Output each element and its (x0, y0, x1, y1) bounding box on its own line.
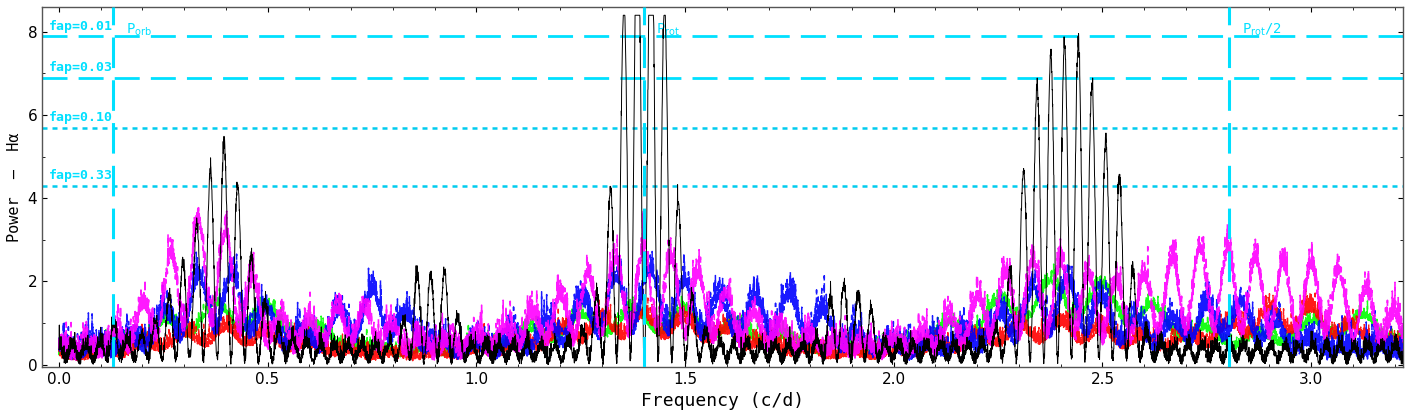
Y-axis label: Power  –  Hα: Power – Hα (7, 132, 23, 241)
Text: fap=0.33: fap=0.33 (49, 169, 113, 182)
Text: P$_{\mathsf{orb}}$: P$_{\mathsf{orb}}$ (125, 21, 152, 38)
X-axis label: Frequency (c/d): Frequency (c/d) (642, 392, 804, 410)
Text: fap=0.10: fap=0.10 (49, 111, 113, 124)
Text: fap=0.03: fap=0.03 (49, 61, 113, 74)
Text: fap=0.01: fap=0.01 (49, 20, 113, 33)
Text: P$_{\mathsf{rot}}$/2: P$_{\mathsf{rot}}$/2 (1242, 21, 1282, 38)
Text: P$_{\mathsf{rot}}$: P$_{\mathsf{rot}}$ (657, 21, 681, 38)
